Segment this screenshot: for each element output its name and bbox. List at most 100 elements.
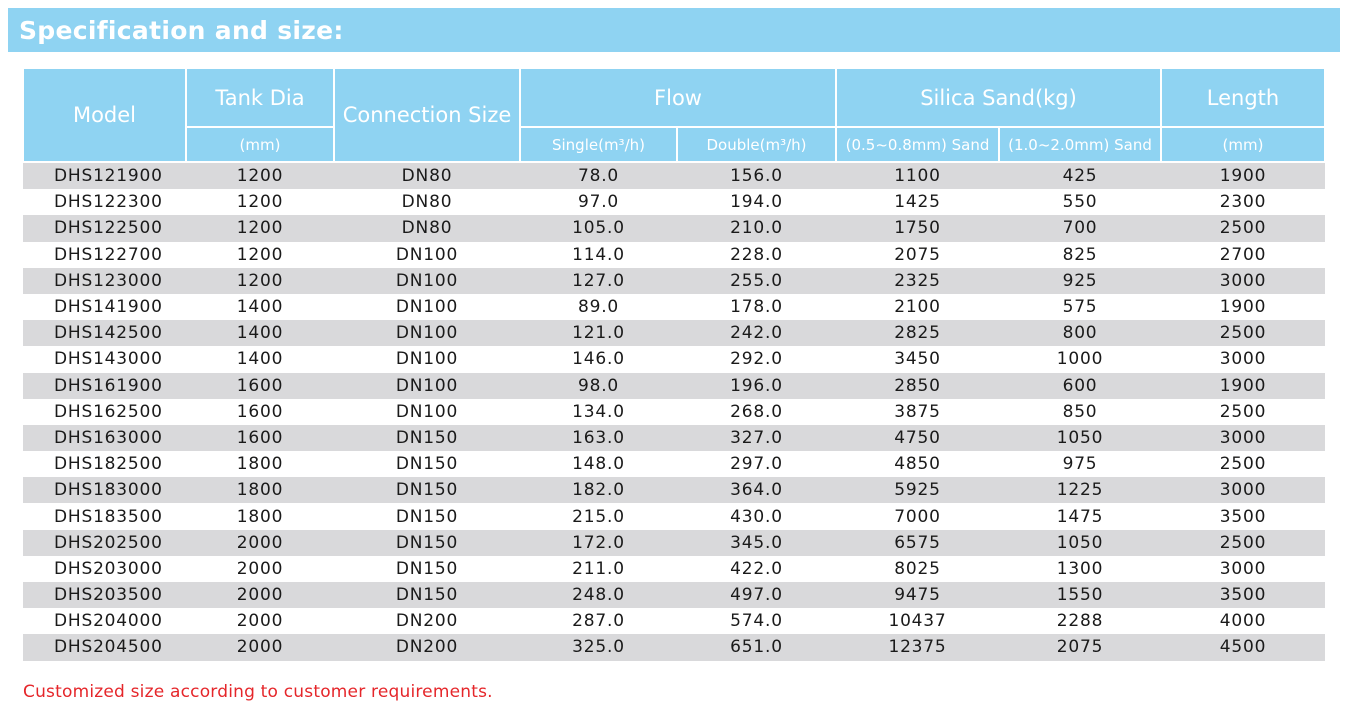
cell-flow-single: 215.0 [520, 503, 677, 530]
cell-length: 4000 [1161, 608, 1326, 635]
cell-length: 2500 [1161, 398, 1326, 425]
table-row: DHS203500 2000 DN150 248.0 497.0 9475 1550 3500 [23, 582, 1326, 609]
cell-sand-fine: 3875 [836, 398, 999, 425]
cell-connection-size: DN200 [334, 608, 520, 635]
cell-model: DHS142500 [23, 320, 186, 347]
customization-note: Customized size according to customer re… [23, 682, 493, 702]
table-row: DHS122700 1200 DN100 114.0 228.0 2075 825 2700 [23, 241, 1326, 268]
header-model: Model [22, 67, 187, 163]
cell-connection-size: DN150 [334, 451, 520, 478]
table-row: DHS203000 2000 DN150 211.0 422.0 8025 1300 3000 [23, 555, 1326, 582]
table-row: DHS121900 1200 DN80 78.0 156.0 1100 425 1900 [23, 162, 1326, 190]
cell-tank-dia: 1200 [186, 241, 334, 268]
cell-flow-single: 105.0 [520, 215, 677, 242]
cell-sand-coarse: 1550 [999, 582, 1162, 609]
cell-tank-dia: 1200 [186, 162, 334, 190]
table-row: DHS204000 2000 DN200 287.0 574.0 10437 2288 400… [23, 608, 1326, 635]
cell-sand-coarse: 425 [999, 162, 1162, 190]
cell-sand-coarse: 1050 [999, 529, 1162, 556]
header-silica-sand: Silica Sand(kg) [834, 67, 1163, 128]
cell-flow-double: 255.0 [677, 267, 836, 294]
cell-flow-double: 651.0 [677, 634, 836, 661]
cell-connection-size: DN150 [334, 477, 520, 504]
header-flow: Flow [519, 67, 837, 128]
header-tank-dia-unit: (mm) [185, 126, 335, 163]
cell-flow-single: 163.0 [520, 424, 677, 452]
cell-sand-fine: 2100 [836, 293, 999, 321]
cell-connection-size: DN80 [334, 189, 520, 216]
cell-tank-dia: 1800 [186, 451, 334, 478]
cell-model: DHS122300 [23, 189, 186, 216]
cell-model: DHS204500 [23, 634, 186, 661]
cell-sand-fine: 1100 [836, 162, 999, 190]
cell-length: 3000 [1161, 555, 1326, 582]
header-tank-dia: Tank Dia [185, 67, 335, 128]
cell-flow-double: 210.0 [677, 215, 836, 242]
cell-sand-fine: 2850 [836, 372, 999, 399]
cell-flow-single: 114.0 [520, 241, 677, 268]
cell-sand-fine: 4750 [836, 424, 999, 452]
cell-sand-coarse: 1000 [999, 346, 1162, 373]
cell-flow-single: 148.0 [520, 451, 677, 478]
cell-flow-single: 182.0 [520, 477, 677, 504]
cell-sand-coarse: 1300 [999, 555, 1162, 582]
cell-sand-fine: 8025 [836, 555, 999, 582]
cell-length: 2300 [1161, 189, 1326, 216]
cell-connection-size: DN150 [334, 424, 520, 452]
cell-flow-double: 196.0 [677, 372, 836, 399]
cell-length: 2500 [1161, 451, 1326, 478]
cell-flow-single: 98.0 [520, 372, 677, 399]
table-row: DHS143000 1400 DN100 146.0 292.0 3450 1000 3000 [23, 346, 1326, 373]
cell-tank-dia: 1400 [186, 320, 334, 347]
cell-tank-dia: 1200 [186, 267, 334, 294]
cell-length: 4500 [1161, 634, 1326, 661]
cell-flow-single: 211.0 [520, 555, 677, 582]
cell-sand-coarse: 550 [999, 189, 1162, 216]
cell-sand-fine: 1750 [836, 215, 999, 242]
cell-sand-coarse: 600 [999, 372, 1162, 399]
cell-flow-double: 422.0 [677, 555, 836, 582]
table-row: DHS161900 1600 DN100 98.0 196.0 2850 600 1900 [23, 372, 1326, 399]
table-row: DHS183500 1800 DN150 215.0 430.0 7000 1475 3500 [23, 503, 1326, 530]
cell-model: DHS183500 [23, 503, 186, 530]
cell-tank-dia: 1400 [186, 346, 334, 373]
cell-flow-double: 292.0 [677, 346, 836, 373]
cell-flow-single: 89.0 [520, 293, 677, 321]
cell-sand-fine: 12375 [836, 634, 999, 661]
table-row: DHS122500 1200 DN80 105.0 210.0 1750 700 2500 [23, 215, 1326, 242]
cell-connection-size: DN150 [334, 555, 520, 582]
cell-length: 2700 [1161, 241, 1326, 268]
cell-model: DHS163000 [23, 424, 186, 452]
cell-length: 2500 [1161, 320, 1326, 347]
cell-tank-dia: 1800 [186, 477, 334, 504]
cell-flow-single: 146.0 [520, 346, 677, 373]
table-body: DHS121900 1200 DN80 78.0 156.0 1100 425 1900 DHS… [23, 162, 1326, 661]
cell-flow-double: 242.0 [677, 320, 836, 347]
table-row: DHS123000 1200 DN100 127.0 255.0 2325 925 3000 [23, 267, 1326, 294]
cell-model: DHS161900 [23, 372, 186, 399]
cell-sand-coarse: 1050 [999, 424, 1162, 452]
cell-connection-size: DN100 [334, 398, 520, 425]
cell-tank-dia: 2000 [186, 582, 334, 609]
cell-flow-single: 325.0 [520, 634, 677, 661]
cell-flow-double: 364.0 [677, 477, 836, 504]
cell-sand-coarse: 850 [999, 398, 1162, 425]
cell-flow-double: 327.0 [677, 424, 836, 452]
table-row: DHS163000 1600 DN150 163.0 327.0 4750 1050 3000 [23, 424, 1326, 452]
cell-model: DHS123000 [23, 267, 186, 294]
cell-sand-fine: 1425 [836, 189, 999, 216]
cell-tank-dia: 2000 [186, 634, 334, 661]
cell-connection-size: DN150 [334, 529, 520, 556]
cell-model: DHS204000 [23, 608, 186, 635]
cell-tank-dia: 1400 [186, 293, 334, 321]
cell-flow-single: 127.0 [520, 267, 677, 294]
cell-connection-size: DN80 [334, 215, 520, 242]
specification-table: Model Tank Dia Connection Size Flow Sili… [22, 67, 1327, 661]
header-connection-size: Connection Size [333, 67, 521, 163]
cell-model: DHS203500 [23, 582, 186, 609]
header-sand-fine: (0.5~0.8mm) Sand [835, 126, 1000, 163]
cell-flow-double: 574.0 [677, 608, 836, 635]
cell-tank-dia: 1200 [186, 215, 334, 242]
header-row-sub: (mm) Single(m³/h) Double(m³/h) (0.5~0.8m… [23, 126, 1327, 163]
header-length-unit: (mm) [1160, 126, 1327, 163]
